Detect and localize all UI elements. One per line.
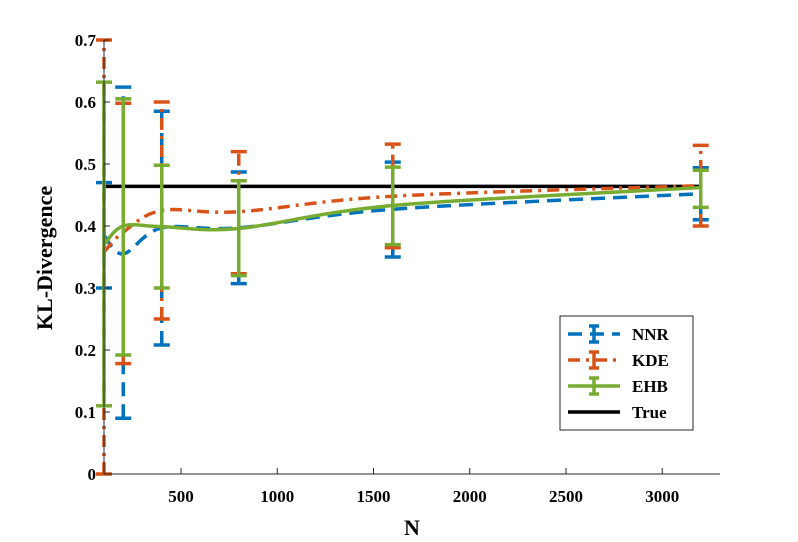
legend-item-nnr: NNR [568, 324, 670, 344]
y-tick-label: 0.5 [75, 155, 96, 174]
series-line-nnr [102, 192, 701, 256]
legend-label-nnr: NNR [632, 325, 670, 344]
x-tick-label: 2000 [453, 487, 487, 506]
legend-item-ehb: EHB [568, 376, 668, 396]
legend-label-ehb: EHB [632, 377, 668, 396]
legend-label-kde: KDE [632, 351, 669, 370]
series-line-kde [102, 183, 701, 254]
legend-label-true: True [632, 403, 667, 422]
legend-item-kde: KDE [568, 350, 669, 370]
y-tick-label: 0.6 [75, 93, 96, 112]
y-tick-label: 0.4 [75, 217, 97, 236]
legend: NNR KDE EHB True [559, 315, 694, 431]
x-tick-label: 500 [168, 487, 194, 506]
y-tick-label: 0.1 [75, 403, 96, 422]
x-tick-label: 2500 [549, 487, 583, 506]
y-axis-title: KL-Divergence [32, 186, 57, 330]
legend-item-true: True [568, 403, 667, 422]
y-tick-label: 0 [88, 465, 97, 484]
x-axis: 500 1000 1500 2000 2500 3000 [104, 468, 720, 506]
x-tick-label: 3000 [645, 487, 679, 506]
y-axis: 0 0.1 0.2 0.3 0.4 0.5 0.6 0.7 [75, 31, 110, 484]
y-tick-label: 0.3 [75, 279, 96, 298]
y-tick-label: 0.2 [75, 341, 96, 360]
x-axis-title: N [404, 515, 420, 540]
x-tick-label: 1500 [357, 487, 391, 506]
series-line-ehb [102, 185, 701, 246]
x-tick-label: 1000 [260, 487, 294, 506]
y-tick-label: 0.7 [75, 31, 97, 50]
